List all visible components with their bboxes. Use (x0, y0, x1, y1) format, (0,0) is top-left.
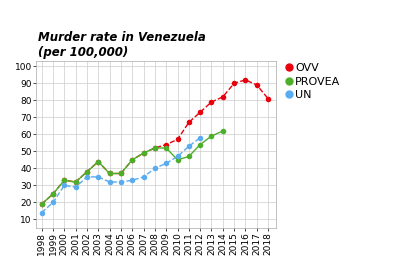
PROVEA (141, 152, 146, 155)
OVV (39, 202, 44, 206)
OVV (141, 152, 146, 155)
UN (50, 201, 55, 204)
PROVEA (107, 172, 112, 175)
UN (186, 145, 191, 148)
UN (164, 162, 168, 165)
OVV (164, 143, 168, 146)
UN (84, 175, 89, 178)
OVV (96, 160, 101, 163)
OVV (62, 179, 67, 182)
PROVEA (186, 155, 191, 158)
PROVEA (209, 134, 214, 138)
Line: OVV: OVV (39, 77, 271, 207)
UN (141, 175, 146, 178)
UN (198, 136, 202, 140)
OVV (107, 172, 112, 175)
OVV (186, 121, 191, 124)
PROVEA (39, 202, 44, 206)
PROVEA (84, 170, 89, 173)
PROVEA (152, 146, 157, 150)
OVV (198, 111, 202, 114)
UN (118, 180, 123, 184)
PROVEA (50, 192, 55, 196)
UN (152, 167, 157, 170)
UN (107, 180, 112, 184)
OVV (254, 83, 259, 87)
OVV (209, 100, 214, 104)
PROVEA (96, 160, 101, 163)
Text: Murder rate in Venezuela
(per 100,000): Murder rate in Venezuela (per 100,000) (38, 31, 206, 59)
OVV (130, 158, 135, 162)
Legend: OVV, PROVEA, UN: OVV, PROVEA, UN (286, 63, 340, 100)
OVV (175, 138, 180, 141)
OVV (152, 146, 157, 150)
PROVEA (130, 158, 135, 162)
OVV (243, 78, 248, 81)
OVV (84, 170, 89, 173)
Line: PROVEA: PROVEA (39, 128, 226, 207)
UN (39, 211, 44, 214)
UN (96, 175, 101, 178)
Line: UN: UN (39, 135, 203, 215)
PROVEA (220, 129, 225, 133)
OVV (266, 97, 270, 100)
PROVEA (164, 146, 168, 150)
UN (62, 184, 67, 187)
OVV (50, 192, 55, 196)
UN (175, 155, 180, 158)
UN (130, 179, 135, 182)
OVV (73, 180, 78, 184)
OVV (232, 82, 236, 85)
PROVEA (118, 172, 123, 175)
PROVEA (175, 158, 180, 162)
PROVEA (73, 180, 78, 184)
PROVEA (198, 143, 202, 146)
UN (73, 185, 78, 189)
OVV (118, 172, 123, 175)
OVV (220, 95, 225, 99)
PROVEA (62, 179, 67, 182)
